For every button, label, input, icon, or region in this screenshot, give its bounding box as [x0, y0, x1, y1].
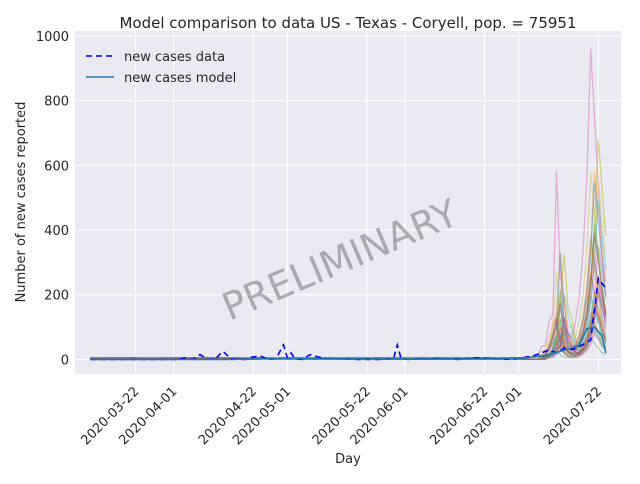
series-model-line [90, 326, 607, 361]
series-lines [90, 276, 607, 361]
y-tick-label: 400 [44, 224, 69, 239]
y-tick-label: 600 [44, 159, 69, 174]
y-tick-labels: 0 200 400 600 800 1000 [36, 30, 69, 369]
legend-label-data: new cases data [124, 50, 225, 65]
ensemble-run-line [90, 181, 607, 361]
y-tick-label: 1000 [36, 30, 69, 45]
y-tick-label: 0 [61, 353, 69, 368]
legend: new cases data new cases model [86, 50, 236, 86]
plot-background [75, 31, 621, 374]
y-tick-label: 200 [44, 289, 69, 304]
legend-label-model: new cases model [124, 71, 236, 86]
chart-title: Model comparison to data US - Texas - Co… [119, 14, 576, 32]
x-axis-label: Day [335, 452, 361, 467]
grid-lines [75, 31, 621, 374]
series-data-line [90, 276, 607, 361]
y-axis-label: Number of new cases reported [14, 102, 29, 303]
x-tick-label: 2020-07-22 [541, 384, 605, 448]
y-tick-label: 800 [44, 95, 69, 110]
